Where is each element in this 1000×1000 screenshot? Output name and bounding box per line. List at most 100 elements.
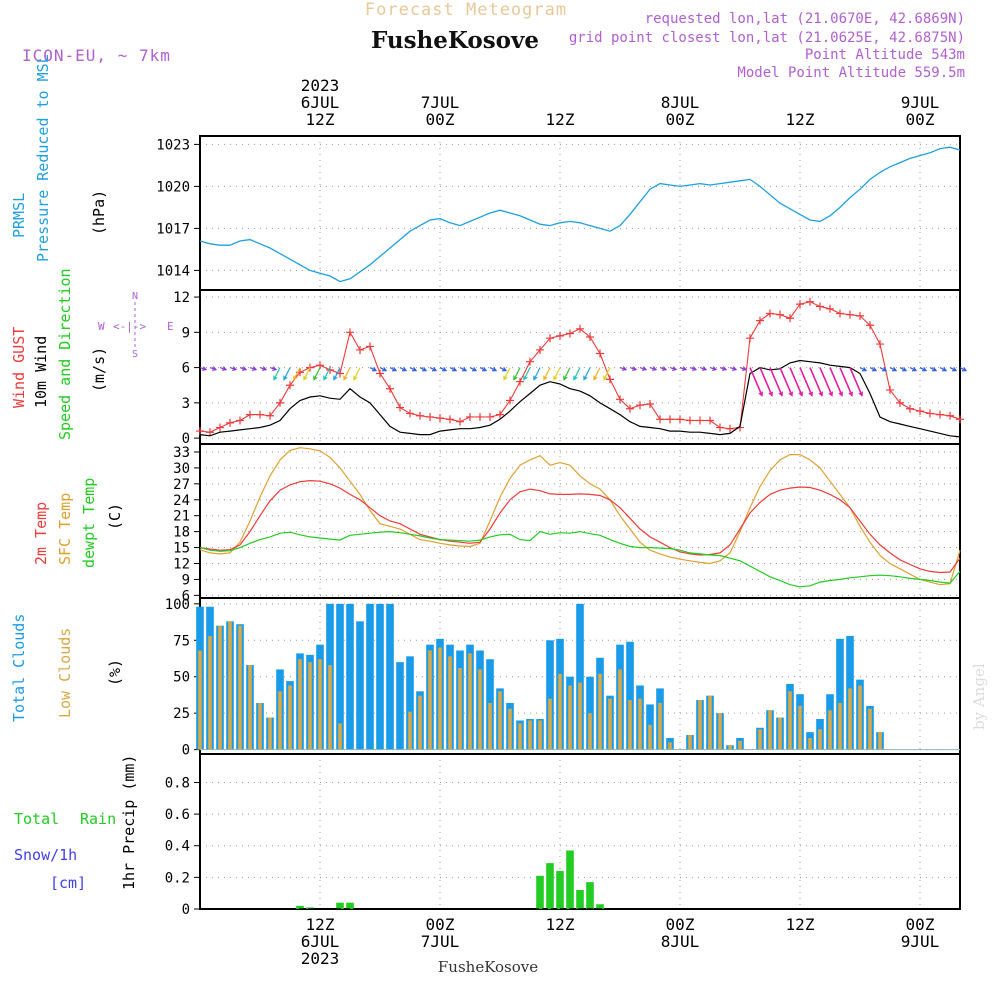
top-time-label: 00Z [426, 110, 455, 129]
gust-marker [956, 415, 964, 424]
rain-bar [336, 902, 344, 909]
rain-bar [586, 882, 594, 909]
gust-marker [546, 334, 554, 343]
wind-arrow-head [391, 366, 398, 372]
top-time-label: 00Z [906, 110, 935, 129]
wind-direction-arrow [839, 367, 853, 396]
wind-direction-arrow [543, 367, 551, 380]
wind-direction-arrow [583, 367, 591, 380]
y-tick-label: 6 [182, 588, 190, 604]
total-cloud-bar [336, 603, 344, 750]
prmsl-label: PRMSL [10, 193, 28, 238]
y-tick-label: 0.8 [165, 775, 190, 791]
location-title: FusheKosove [371, 27, 539, 54]
pressure-line [199, 146, 961, 283]
low-cloud-bar [848, 688, 852, 750]
low-cloud-bar [248, 665, 252, 750]
total-label: Total [14, 810, 59, 828]
low-cloud-bar [538, 720, 542, 750]
wind-arrow-head [941, 366, 948, 372]
gust-marker [486, 412, 494, 421]
low-cloud-bar [648, 724, 652, 750]
low-cloud-bar [268, 717, 272, 750]
y-tick-label: 1020 [156, 179, 190, 195]
y-tick-label: 50 [173, 670, 190, 686]
gust-marker [476, 412, 484, 421]
gust-marker [356, 345, 364, 354]
snow-unit-label: [cm] [50, 874, 86, 892]
gust-marker [686, 416, 694, 425]
wind-arrow-head [563, 375, 568, 381]
wind-direction-arrow [303, 367, 311, 380]
low-cloud-bar [328, 665, 332, 750]
wind-arrow-head [573, 375, 578, 381]
gust-marker [776, 310, 784, 319]
low-cloud-bar [808, 737, 812, 750]
y-tick-label: 12 [173, 556, 190, 572]
low-cloud-bar [548, 698, 552, 750]
wind-direction-arrow [789, 367, 803, 396]
gust-marker [756, 316, 764, 325]
top-time-label: 8JUL [661, 93, 700, 112]
gust-marker [816, 302, 824, 311]
low-cloud-bar [478, 669, 482, 750]
rain-bar [346, 902, 354, 909]
wind-arrow-head [798, 391, 803, 397]
gust-marker [566, 329, 574, 338]
wind-arrow-head [861, 366, 868, 372]
low-cloud-bar [208, 635, 212, 750]
compass-center: <-|-> [113, 320, 146, 333]
wind-arrow-head [451, 366, 458, 372]
temp-unit-label: (C) [106, 503, 124, 530]
wind-direction-arrow [603, 367, 611, 380]
low-cloud-bar [698, 700, 702, 750]
low-cloud-bar [638, 698, 642, 750]
low-cloud-bar [758, 729, 762, 750]
y-tick-label: 1014 [156, 263, 190, 279]
top-time-label: 12Z [786, 110, 815, 129]
wind-arrow-head [681, 366, 688, 371]
low-cloud-bar [498, 691, 502, 750]
wind-arrow-head [313, 375, 318, 381]
wind-arrow-head [593, 375, 598, 381]
low-cloud-bar [238, 625, 242, 750]
bottom-time-label: 00Z [426, 915, 455, 934]
low-cloud-bar [288, 685, 292, 750]
wind-arrow-head [231, 366, 238, 371]
gust-marker [916, 407, 924, 416]
wind-direction-arrow [353, 367, 361, 380]
gust-marker [436, 414, 444, 423]
wind-direction-arrow [809, 367, 823, 396]
gust-marker [526, 357, 534, 366]
snow-label: Snow/1h [14, 846, 77, 864]
gust-marker [376, 369, 384, 378]
top-time-label: 9JUL [901, 93, 940, 112]
gust-marker [456, 417, 464, 426]
gust-marker [696, 416, 704, 425]
gust-marker [786, 314, 794, 323]
y-tick-label: 21 [173, 509, 190, 525]
low-cloud-bar [668, 742, 672, 750]
sfc-temp-line [199, 447, 961, 586]
total-cloud-bar [576, 603, 584, 750]
wind-direction-arrow [573, 367, 581, 380]
y-tick-label: 6 [182, 361, 190, 377]
gust-marker [806, 297, 814, 306]
rain-bar [536, 875, 544, 909]
low-cloud-bar [878, 732, 882, 750]
wind-arrow-head [768, 391, 773, 397]
pressure-unit-label: (hPa) [90, 190, 108, 235]
wind-direction-arrow [593, 367, 601, 380]
gust-marker [926, 409, 934, 418]
gust-marker [576, 324, 584, 333]
low-cloud-bar [428, 650, 432, 750]
gust-marker [856, 311, 864, 320]
low-cloud-bar [528, 720, 532, 750]
wind-direction-arrow [503, 367, 511, 380]
gust-marker [676, 415, 684, 424]
wind-arrow-head [543, 375, 548, 381]
y-tick-label: 100 [165, 597, 190, 613]
cloud-labels: Total Clouds Low Clouds (%) [10, 614, 124, 722]
y-tick-label: 0 [182, 431, 190, 447]
low-cloud-bar [768, 710, 772, 750]
